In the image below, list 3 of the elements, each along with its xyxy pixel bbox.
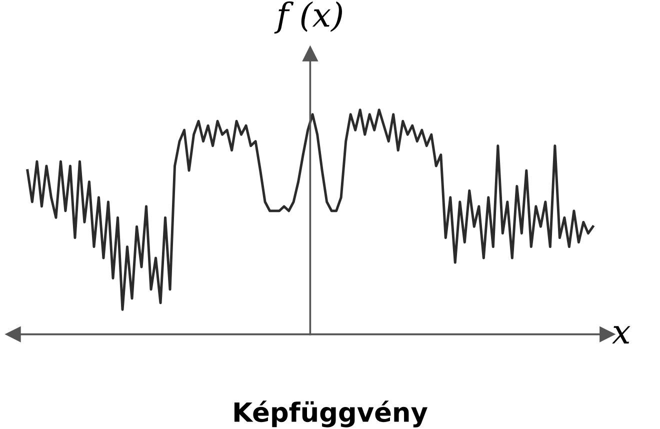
y-axis-title: f (x) [274, 1, 342, 34]
x-axis-title: x [612, 326, 630, 344]
text: Képfüggvény [234, 400, 428, 428]
